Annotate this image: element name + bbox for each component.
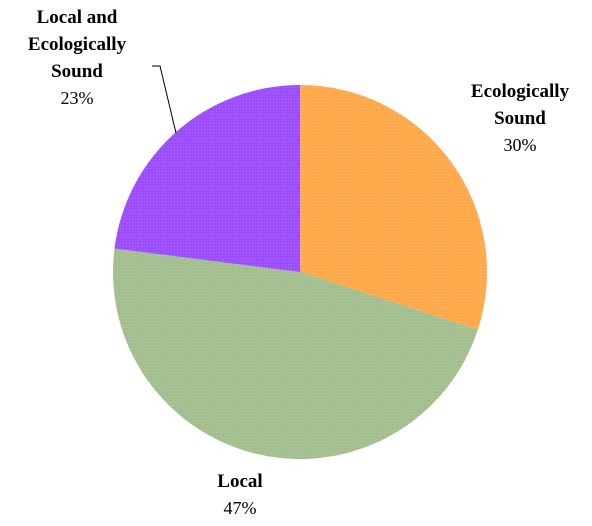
- slice-name: Local: [217, 471, 263, 492]
- slice-name: Ecologically Sound: [470, 81, 570, 129]
- slice-name: Local and Ecologically Sound: [27, 7, 127, 82]
- leader-line: [152, 65, 177, 134]
- pie-slice-texture: [300, 85, 487, 330]
- slice-percent: 30%: [503, 135, 537, 155]
- slice-percent: 23%: [60, 88, 94, 108]
- slice-percent: 47%: [223, 498, 257, 518]
- slice-label-local: Local 47%: [180, 468, 300, 522]
- pie-slice-texture: [114, 85, 300, 272]
- slice-label-local-and-ecologically-sound: Local and Ecologically Sound 23%: [0, 4, 154, 112]
- pie-slice-texture: [113, 248, 478, 460]
- slice-label-ecologically-sound: Ecologically Sound 30%: [440, 78, 592, 159]
